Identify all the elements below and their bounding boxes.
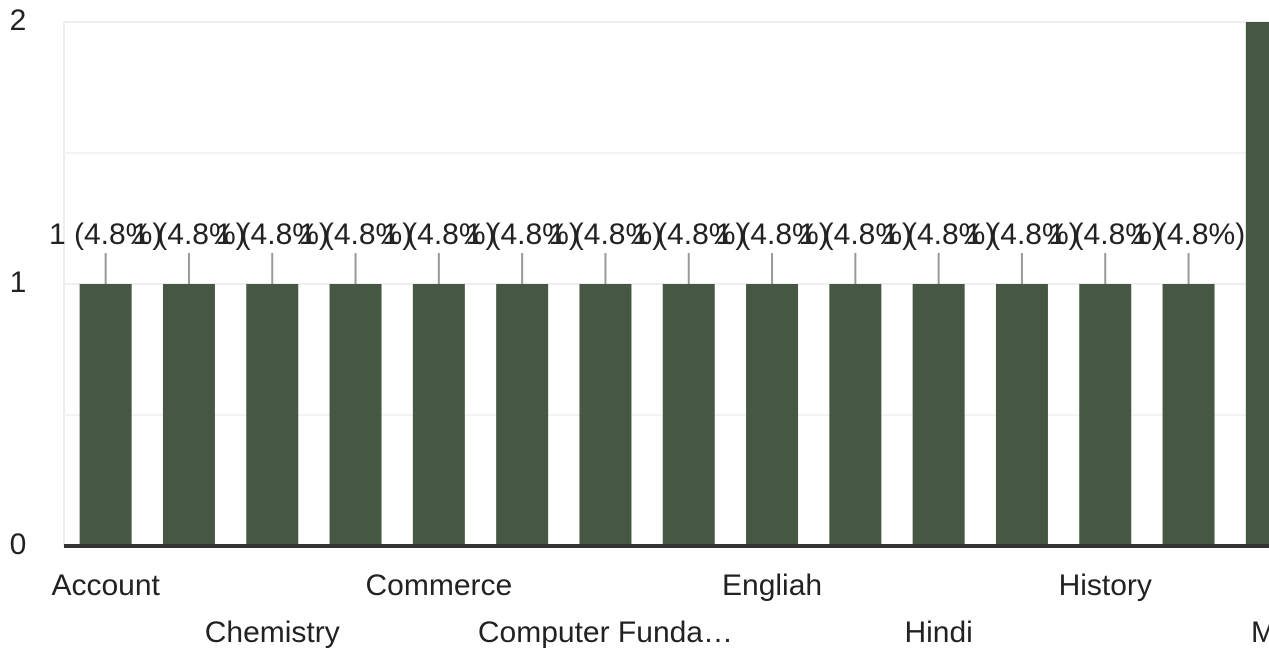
bar xyxy=(829,284,882,546)
y-tick-label: 0 xyxy=(10,528,27,561)
data-label: 1 (4.8%) xyxy=(1049,218,1162,251)
bar xyxy=(246,284,299,546)
data-label: 1 (4.8%) xyxy=(715,218,828,251)
x-tick-label: Ma xyxy=(1251,616,1269,649)
bar xyxy=(1079,284,1132,546)
bar xyxy=(329,284,382,546)
data-label: 1 (4.8%) xyxy=(965,218,1078,251)
bar xyxy=(995,284,1048,546)
bar xyxy=(162,284,215,546)
data-label: 1 (4.8%) xyxy=(382,218,495,251)
bar xyxy=(496,284,549,546)
data-label: 1 (4.8%) xyxy=(799,218,912,251)
bar xyxy=(579,284,632,546)
data-label: 1 (4.8%) xyxy=(299,218,412,251)
data-label: 1 (4.8%) xyxy=(1132,218,1245,251)
data-label: 1 (4.8%) xyxy=(465,218,578,251)
bar xyxy=(912,284,965,546)
bar xyxy=(79,284,132,546)
x-tick-label: Hindi xyxy=(904,616,972,649)
data-label: 1 (4.8%) xyxy=(882,218,995,251)
bar xyxy=(662,284,715,546)
data-label: 1 (4.8%) xyxy=(49,218,162,251)
data-label: 1 (4.8%) xyxy=(549,218,662,251)
x-tick-label: History xyxy=(1059,569,1152,602)
y-tick-label: 1 xyxy=(10,266,27,299)
bar xyxy=(746,284,799,546)
bar xyxy=(412,284,465,546)
data-label: 1 (4.8%) xyxy=(216,218,329,251)
x-tick-label: Engliah xyxy=(722,569,822,602)
x-tick-label: Chemistry xyxy=(205,616,340,649)
x-tick-label: Computer Funda… xyxy=(478,616,733,649)
y-tick-label: 2 xyxy=(10,4,27,37)
bar xyxy=(1162,284,1215,546)
data-label: 1 (4.8%) xyxy=(632,218,745,251)
data-label: 1 (4.8%) xyxy=(132,218,245,251)
x-tick-label: Commerce xyxy=(365,569,512,602)
x-tick-label: Account xyxy=(51,569,160,602)
bar xyxy=(1245,22,1269,546)
